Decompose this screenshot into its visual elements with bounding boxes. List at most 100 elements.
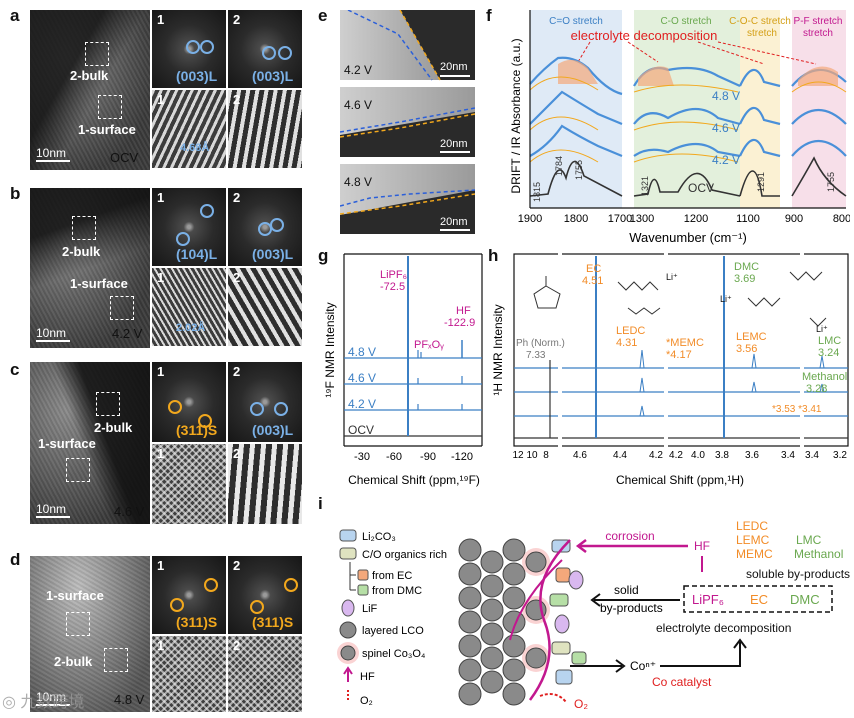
ifft-a2: 2 xyxy=(228,90,302,168)
svg-text:OCV: OCV xyxy=(348,423,374,437)
svg-text:DMC: DMC xyxy=(790,592,820,607)
svg-text:900: 900 xyxy=(785,213,803,225)
svg-text:1321: 1321 xyxy=(640,176,650,196)
svg-text:4.4: 4.4 xyxy=(613,450,627,461)
f-ylabel: DRIFT / IR Absorbance (a.u.) xyxy=(509,38,523,193)
ifft-b2: 2 xyxy=(228,268,302,346)
svg-text:1784: 1784 xyxy=(554,156,564,176)
svg-text:EC: EC xyxy=(586,263,601,275)
svg-text:4.2 V: 4.2 V xyxy=(348,397,376,411)
svg-text:3.4: 3.4 xyxy=(781,450,795,461)
svg-text:1755: 1755 xyxy=(574,160,584,180)
panel-label-d: d xyxy=(10,550,21,569)
fft-d2: 2 (311)S xyxy=(228,556,302,634)
panel-label-e: e xyxy=(318,6,328,25)
svg-text:1800: 1800 xyxy=(564,213,588,225)
svg-text:4.31: 4.31 xyxy=(616,337,637,349)
panel-g-nmr: LiPF₆ -72.5 HF -122.9 PFₓOᵧ 4.8 V 4.6 V … xyxy=(323,253,483,487)
svg-text:20nm: 20nm xyxy=(440,216,468,228)
e-voltage-1: 4.2 V xyxy=(344,63,372,77)
panel-label-g: g xyxy=(318,246,329,265)
fft-c1: 1 (311)S xyxy=(152,362,226,442)
panel-i-schematic: Li₂CO₃ C/O organics rich from EC from DM… xyxy=(337,520,850,711)
f-trace-ocv: OCV xyxy=(688,181,714,195)
svg-text:layered LCO: layered LCO xyxy=(362,625,424,637)
g-pfxoy: PFₓOᵧ xyxy=(414,339,444,351)
svg-text:from DMC: from DMC xyxy=(372,585,422,597)
svg-text:1755: 1755 xyxy=(826,172,836,192)
svg-text:LiF: LiF xyxy=(362,603,378,615)
i-hf: HF xyxy=(694,539,710,553)
svg-text:EC: EC xyxy=(750,592,768,607)
i-con: Coⁿ⁺ xyxy=(630,659,656,673)
fft-d1: 1 (311)S xyxy=(152,556,226,634)
ifft-d1: 1 xyxy=(152,636,226,712)
svg-text:by-products: by-products xyxy=(600,601,663,615)
panel-f-ir: C=O stretch C-O stretch C-O-C stretch st… xyxy=(509,10,850,245)
tem-image-c: 2-bulk 1-surface 10nm 4.6 V xyxy=(30,362,150,524)
f-trace-46: 4.6 V xyxy=(712,121,740,135)
f-xlabel: Wavenumber (cm⁻¹) xyxy=(629,230,747,245)
svg-text:-122.9: -122.9 xyxy=(444,317,475,329)
svg-text:MEMC: MEMC xyxy=(736,547,773,561)
hkl-a2: (003)L xyxy=(252,68,294,84)
panel-label-h: h xyxy=(488,246,499,265)
panel-h-nmr: EC 4.51 Ph (Norm.) 7.33 LEDC 4.31 *MEMC … xyxy=(491,252,849,487)
svg-text:-60: -60 xyxy=(386,451,402,463)
svg-text:3.4: 3.4 xyxy=(805,450,819,461)
g-ylabel: ¹⁹F NMR Intensity xyxy=(323,302,337,397)
fft-a2: 2 (003)L xyxy=(228,10,302,88)
f-trace-42: 4.2 V xyxy=(712,153,740,167)
f-trace-48: 4.8 V xyxy=(712,89,740,103)
svg-text:DMC: DMC xyxy=(734,261,759,273)
svg-text:8: 8 xyxy=(543,450,549,461)
i-soluble: soluble by-products xyxy=(746,567,850,581)
panel-label-i: i xyxy=(318,494,323,513)
svg-text:1900: 1900 xyxy=(518,213,542,225)
svg-text:1200: 1200 xyxy=(684,213,708,225)
fft-a1: 1 (003)L xyxy=(152,10,226,88)
svg-text:4.8 V: 4.8 V xyxy=(348,345,376,359)
spacing-a: 4.68Å xyxy=(180,142,210,154)
ifft-d2: 2 xyxy=(228,636,302,712)
svg-text:LEDC: LEDC xyxy=(736,520,768,533)
svg-text:3.2: 3.2 xyxy=(833,450,847,461)
svg-text:-120: -120 xyxy=(451,451,473,463)
ifft-b1: 1 2.02Å xyxy=(152,268,226,346)
e-scale-1: 20nm xyxy=(440,61,468,73)
panel-e-images: 4.2 V 20nm 4.6 V 20nm 4.8 V 20nm xyxy=(340,10,475,234)
svg-text:10: 10 xyxy=(526,450,538,461)
f-region-4: P-F stretch xyxy=(794,16,843,27)
svg-text:1291: 1291 xyxy=(756,172,766,192)
bulk-label-a: 2-bulk xyxy=(70,68,109,83)
ifft-a1: 1 4.68Å xyxy=(152,90,226,168)
panel-label-c: c xyxy=(10,360,20,379)
i-o2: O₂ xyxy=(574,697,588,711)
svg-text:-30: -30 xyxy=(354,451,370,463)
ifft-c2: 2 xyxy=(228,444,302,524)
svg-text:7.33: 7.33 xyxy=(526,350,546,361)
hkl-a1: (003)L xyxy=(176,68,218,84)
fft-c2: 2 (003)L xyxy=(228,362,302,442)
svg-text:LMC: LMC xyxy=(796,533,822,547)
svg-text:3.56: 3.56 xyxy=(736,343,757,355)
svg-text:1100: 1100 xyxy=(736,213,760,225)
svg-text:*MEMC: *MEMC xyxy=(666,337,704,349)
g-lipf6: LiPF₆ xyxy=(380,269,407,281)
condition-a: OCV xyxy=(110,150,139,165)
svg-text:LEMC: LEMC xyxy=(736,533,770,547)
svg-text:LiPF₆: LiPF₆ xyxy=(692,592,724,607)
svg-text:spinel Co₃O₄: spinel Co₃O₄ xyxy=(362,648,426,660)
svg-text:LEMC: LEMC xyxy=(736,331,767,343)
svg-text:4.2: 4.2 xyxy=(649,450,663,461)
i-corrosion: corrosion xyxy=(605,529,654,543)
scale-a: 10nm xyxy=(36,146,67,160)
fft-b2: 2 (003)L xyxy=(228,188,302,266)
ifft-c1: 1 xyxy=(152,444,226,524)
svg-text:4.51: 4.51 xyxy=(582,275,603,287)
svg-text:3.28: 3.28 xyxy=(806,383,827,395)
svg-text:Li₂CO₃: Li₂CO₃ xyxy=(362,531,396,543)
svg-text:stretch: stretch xyxy=(747,28,777,39)
g-hf: HF xyxy=(456,305,471,317)
svg-text:Methanol: Methanol xyxy=(802,371,847,383)
